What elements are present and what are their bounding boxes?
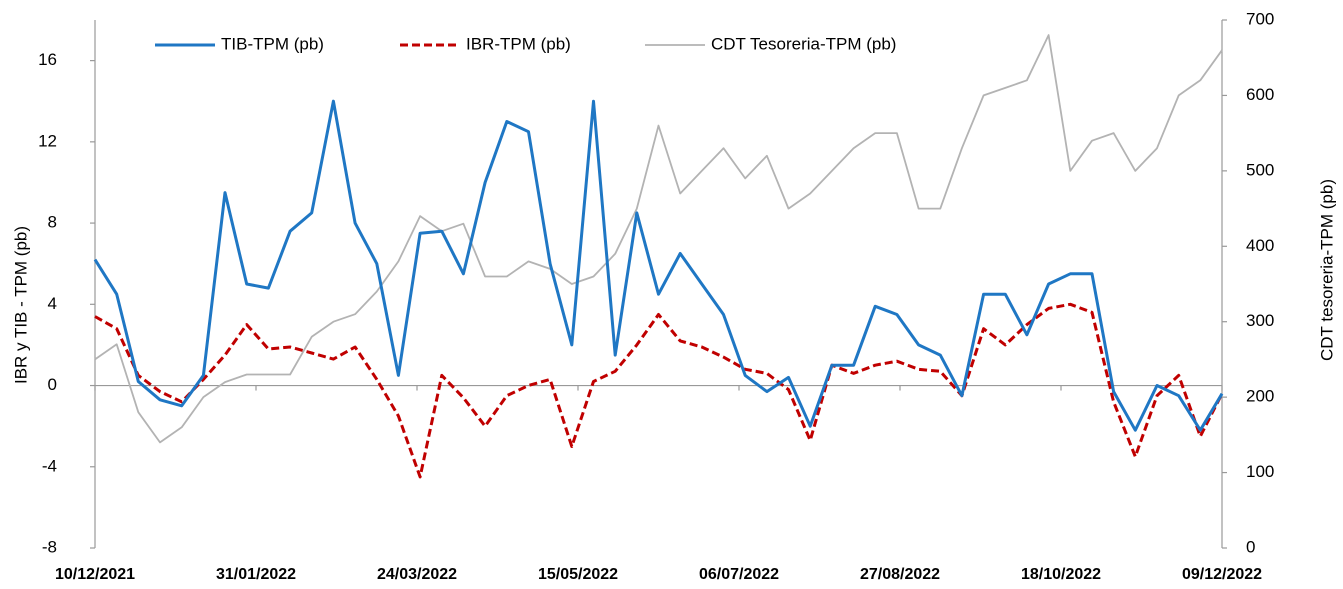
y2-tick-label: 0 (1246, 537, 1255, 556)
legend-label: TIB-TPM (pb) (221, 34, 324, 53)
y-tick-label: 16 (38, 50, 57, 69)
x-tick-label: 06/07/2022 (699, 566, 779, 583)
series-line (94, 302, 1224, 479)
y2-tick-label: 300 (1246, 311, 1274, 330)
x-tick-label: 24/03/2022 (377, 566, 457, 583)
y2-tick-label: 200 (1246, 387, 1274, 406)
y2-tick-label: 600 (1246, 85, 1274, 104)
x-tick-label: 10/12/2021 (55, 566, 135, 583)
y2-tick-label: 500 (1246, 160, 1274, 179)
series-line (93, 99, 1224, 432)
x-tick-label: 18/10/2022 (1021, 566, 1101, 583)
y2-tick-label: 700 (1246, 9, 1274, 28)
legend-label: CDT Tesoreria-TPM (pb) (711, 34, 896, 53)
y-tick-label: 12 (38, 131, 57, 150)
x-tick-label: 15/05/2022 (538, 566, 618, 583)
series-line (94, 34, 1223, 444)
y-axis-label: IBR y TIB - TPM (pb) (11, 226, 30, 384)
y-tick-label: 0 (48, 375, 57, 394)
y2-tick-label: 400 (1246, 236, 1274, 255)
y-tick-label: 8 (48, 213, 57, 232)
x-tick-label: 09/12/2022 (1182, 566, 1262, 583)
x-tick-label: 31/01/2022 (216, 566, 296, 583)
y-tick-label: 4 (48, 294, 57, 313)
y2-axis-label: CDT tesoreria-TPM (pb) (1317, 179, 1336, 361)
y-tick-label: -8 (42, 537, 57, 556)
x-tick-label: 27/08/2022 (860, 566, 940, 583)
legend-label: IBR-TPM (pb) (466, 34, 571, 53)
y2-tick-label: 100 (1246, 462, 1274, 481)
y-tick-label: -4 (42, 456, 57, 475)
